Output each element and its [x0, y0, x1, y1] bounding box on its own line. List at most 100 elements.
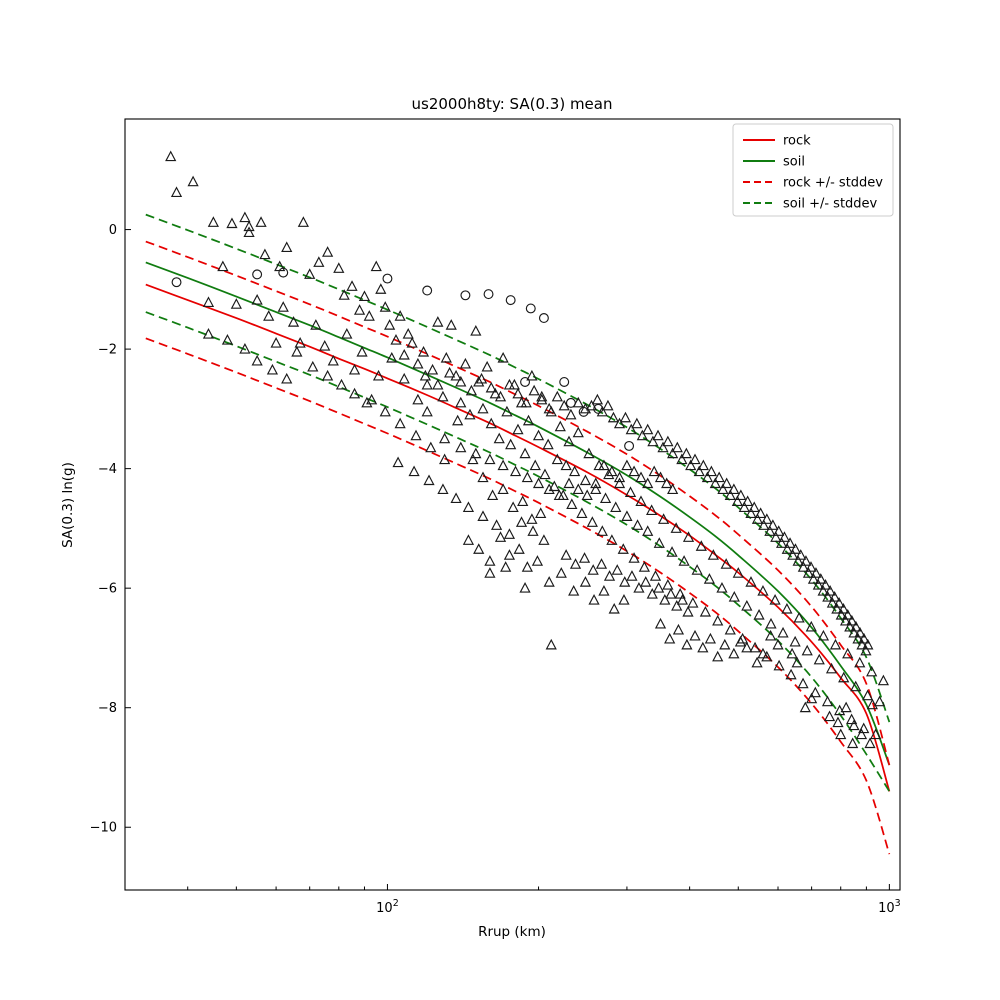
observation-marker-triangle [861, 689, 874, 701]
observation-marker-triangle [536, 390, 548, 402]
chart-title: us2000h8ty: SA(0.3) mean [412, 95, 613, 113]
observation-marker-triangle [572, 396, 584, 408]
observation-marker-triangle [555, 567, 567, 578]
observation-marker-triangle [484, 567, 496, 578]
observation-marker-triangle [758, 519, 770, 530]
observation-marker-triangle [497, 483, 509, 495]
legend-label-2[interactable]: rock +/- stddev [783, 176, 883, 191]
observation-marker-triangle [858, 722, 870, 734]
observation-marker-circle [525, 303, 536, 314]
observation-marker-triangle [599, 492, 612, 504]
observation-marker-triangle [356, 345, 368, 357]
observation-marker-triangle [852, 632, 864, 644]
observation-marker-triangle [485, 381, 497, 393]
observation-marker-triangle [361, 396, 373, 408]
observation-marker-triangle [543, 483, 555, 495]
observation-marker-triangle [631, 417, 643, 429]
observation-marker-triangle [791, 656, 803, 668]
observation-marker-triangle [610, 501, 622, 512]
observation-marker-triangle [817, 629, 830, 641]
observation-marker-triangle [576, 507, 588, 518]
observation-marker-triangle [243, 226, 255, 238]
observation-marker-triangle [770, 531, 782, 542]
observation-marker-triangle [585, 399, 598, 411]
observation-marker-triangle [732, 567, 744, 578]
observation-marker-triangle [410, 429, 422, 441]
observation-marker-triangle [313, 256, 325, 267]
legend[interactable]: rock soil rock +/- stddev soil +/- stddev [732, 123, 894, 217]
observation-marker-triangle [838, 671, 850, 683]
observation-marker-triangle [566, 498, 578, 509]
observation-marker-triangle [773, 659, 785, 671]
observation-marker-triangle [815, 573, 827, 584]
observation-marker-triangle [384, 319, 396, 330]
observation-marker-triangle [485, 417, 497, 429]
observation-marker-triangle [551, 390, 563, 402]
observation-marker-triangle [394, 417, 406, 429]
observation-marker-triangle [307, 360, 319, 372]
observation-marker-triangle [825, 662, 838, 674]
observation-marker-triangle [542, 438, 554, 450]
observation-marker-triangle [757, 647, 769, 659]
observation-marker-triangle [417, 345, 430, 357]
observation-marker-triangle [654, 471, 667, 483]
observation-marker-triangle [553, 489, 565, 501]
observation-marker-triangle [619, 576, 631, 587]
observation-marker-triangle [842, 647, 854, 659]
observation-marker-triangle [348, 387, 361, 399]
observation-marker-triangle [661, 477, 673, 489]
observation-marker-triangle [207, 216, 219, 227]
observation-marker-triangle [832, 716, 844, 728]
observation-marker-triangle [776, 537, 788, 548]
observation-marker-triangle [695, 540, 707, 551]
observation-marker-triangle [379, 405, 391, 417]
observation-marker-triangle [633, 582, 645, 593]
observation-marker-triangle [824, 585, 836, 596]
observation-marker-triangle [408, 465, 420, 477]
observation-marker-triangle [653, 537, 665, 548]
x-tick-label: 103 [878, 898, 901, 916]
observation-marker-triangle [390, 334, 402, 345]
observation-marker-triangle [856, 638, 868, 650]
observation-marker-triangle [671, 441, 683, 453]
observation-marker-triangle [846, 614, 858, 626]
legend-label-3[interactable]: soil +/- stddev [783, 197, 878, 212]
observation-marker-triangle [785, 668, 797, 680]
observation-marker-triangle [608, 602, 620, 614]
observation-marker-triangle [631, 519, 644, 530]
observation-marker-triangle [781, 602, 793, 614]
observation-marker-triangle [829, 638, 842, 650]
observation-marker-circle [460, 290, 471, 301]
legend-label-1[interactable]: soil [783, 155, 805, 170]
observation-marker-triangle [842, 608, 854, 620]
observation-marker-triangle [477, 402, 489, 414]
observation-marker-triangle [494, 531, 507, 542]
observation-marker-triangle [704, 632, 717, 644]
observation-marker-triangle [654, 617, 667, 629]
observation-marker-triangle [809, 686, 821, 698]
observation-marker-triangle [439, 432, 451, 444]
observation-marker-triangle [239, 211, 251, 223]
observation-marker-triangle [366, 393, 378, 405]
observation-marker-triangle [465, 384, 478, 396]
observation-marker-triangle [821, 695, 834, 707]
observation-marker-triangle [837, 602, 850, 614]
observation-marker-triangle [586, 516, 598, 527]
observation-marker-triangle [716, 582, 728, 593]
observation-marker-triangle [513, 543, 525, 554]
observation-marker-triangle [591, 393, 604, 405]
observation-marker-triangle [526, 513, 538, 524]
observation-marker-triangle [473, 375, 485, 387]
legend-label-0[interactable]: rock [783, 134, 811, 149]
observation-marker-triangle [406, 336, 418, 348]
observation-marker-triangle [515, 516, 528, 527]
observation-marker-triangle [579, 402, 592, 414]
curve-soil [145, 261, 891, 766]
observation-marker-triangle [568, 585, 580, 596]
observation-marker-triangle [720, 558, 732, 569]
y-tick-label: −8 [98, 701, 117, 716]
observation-marker-triangle [755, 507, 767, 518]
observation-marker-triangle [527, 525, 539, 536]
observation-marker-triangle [243, 220, 255, 232]
observation-marker-triangle [569, 465, 581, 477]
